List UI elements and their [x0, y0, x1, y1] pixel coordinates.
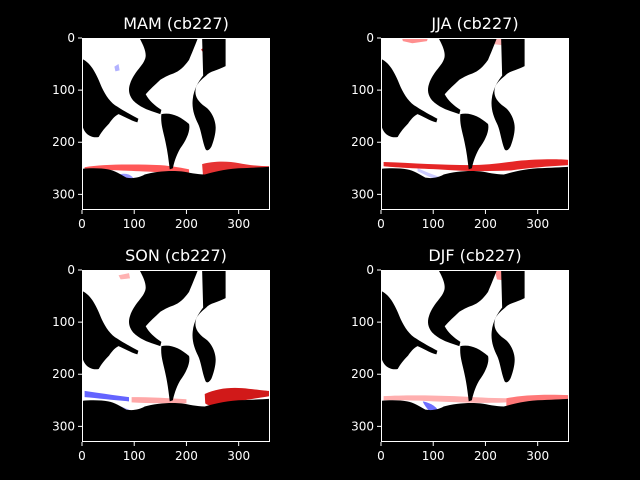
panel-3: DJF (cb227) 0 100 200 300 0 100 200 300: [351, 246, 569, 463]
y-tick-label: 100: [52, 315, 75, 329]
anomaly-region: [383, 159, 569, 172]
x-tick-label: 100: [123, 217, 146, 231]
y-tick-label: 200: [351, 367, 374, 381]
x-tick-label: 300: [227, 449, 250, 463]
axes-frame: [82, 270, 270, 442]
anomaly-region: [401, 38, 428, 44]
anomaly-region: [204, 387, 270, 406]
x-tick-label: 100: [123, 449, 146, 463]
y-tick-label: 300: [351, 187, 374, 201]
axes-frame: [381, 270, 569, 442]
panel-title: DJF (cb227): [428, 246, 521, 265]
anomaly-region: [118, 273, 131, 280]
y-tick-label: 100: [351, 83, 374, 97]
y-tick-label: 200: [351, 135, 374, 149]
x-tick-label: 200: [474, 217, 497, 231]
y-tick-label: 0: [366, 263, 374, 277]
panel-title: MAM (cb227): [123, 14, 229, 33]
x-tick-label: 0: [377, 449, 385, 463]
panel-0: MAM (cb227) 0 100 200 300 0 100 200 300: [52, 14, 270, 231]
heatmap: [82, 38, 270, 210]
y-tick-label: 300: [52, 419, 75, 433]
x-tick-label: 300: [526, 217, 549, 231]
x-tick-label: 300: [227, 217, 250, 231]
panel-title: SON (cb227): [125, 246, 227, 265]
y-tick-label: 200: [52, 135, 75, 149]
y-tick-label: 200: [52, 367, 75, 381]
x-tick-label: 200: [175, 217, 198, 231]
x-tick-label: 300: [526, 449, 549, 463]
heatmap: [82, 270, 270, 442]
y-tick-label: 0: [67, 31, 75, 45]
heatmap: [381, 38, 569, 210]
x-tick-label: 200: [474, 449, 497, 463]
x-tick-label: 0: [78, 217, 86, 231]
y-tick-label: 300: [351, 419, 374, 433]
heatmap: [381, 270, 569, 442]
anomaly-region: [84, 390, 129, 402]
panel-title: JJA (cb227): [430, 14, 518, 33]
x-tick-label: 200: [175, 449, 198, 463]
x-tick-label: 100: [422, 217, 445, 231]
anomaly-region: [383, 395, 507, 403]
y-tick-label: 100: [351, 315, 374, 329]
x-tick-label: 0: [78, 449, 86, 463]
axes-frame: [381, 38, 569, 210]
x-tick-label: 100: [422, 449, 445, 463]
axes-frame: [82, 38, 270, 210]
panel-1: JJA (cb227) 0 100 200 300 0 100 200 300: [351, 14, 569, 231]
y-tick-label: 0: [366, 31, 374, 45]
y-tick-label: 300: [52, 187, 75, 201]
anomaly-region: [114, 64, 120, 72]
y-tick-label: 100: [52, 83, 75, 97]
panel-2: SON (cb227) 0 100 200 300 0 100 200 300: [52, 246, 270, 463]
y-tick-label: 0: [67, 263, 75, 277]
x-tick-label: 0: [377, 217, 385, 231]
